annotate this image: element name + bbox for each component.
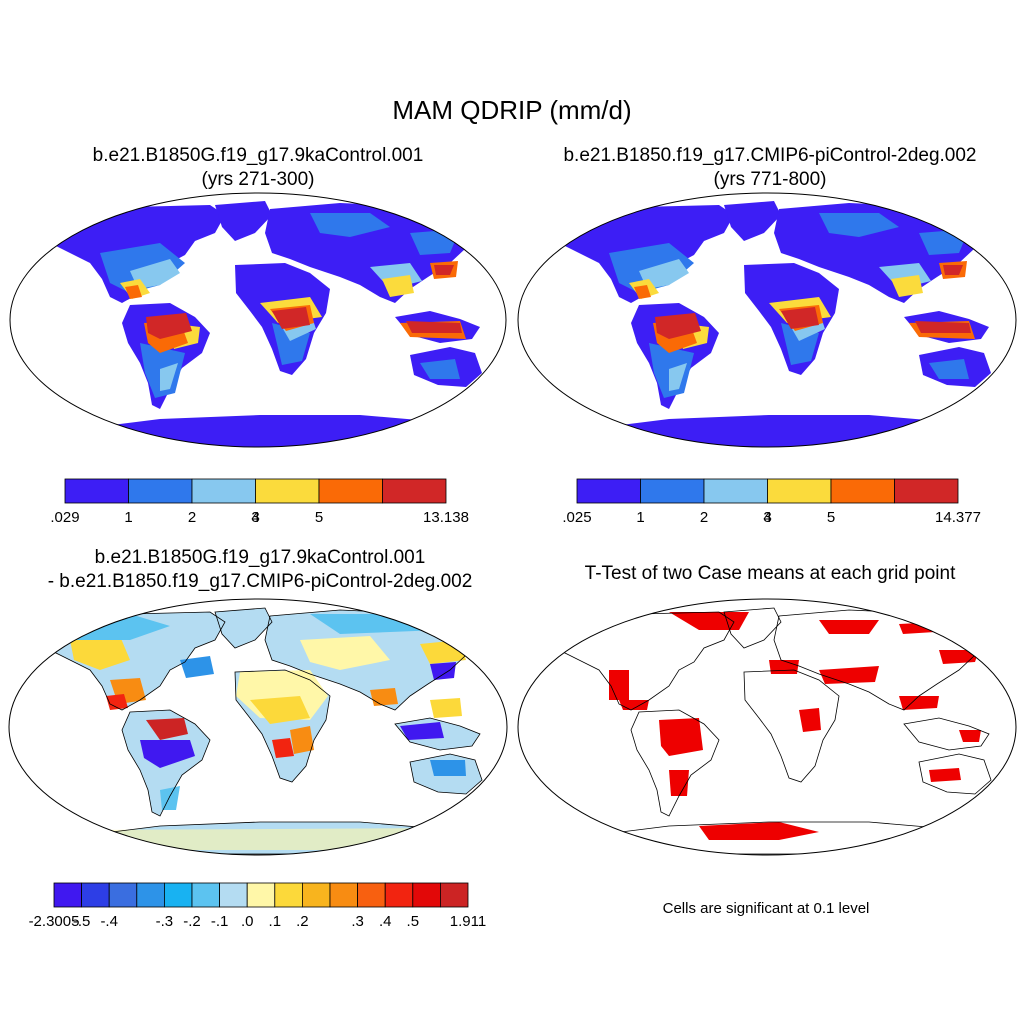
panel-difference-title-line1: b.e21.B1850G.f19_g17.9kaControl.001 — [94, 547, 426, 568]
panel-difference-title: b.e21.B1850G.f19_g17.9kaControl.001 - b.… — [0, 546, 520, 594]
colorbar-swatch — [163, 882, 193, 908]
colorbar-swatch — [53, 882, 83, 908]
colorbar-tick-label: .5 — [407, 913, 420, 930]
colorbar-tick-label: 14.377 — [935, 509, 981, 526]
colorbar-swatch — [108, 882, 138, 908]
colorbar-tick-label: 3 — [763, 509, 771, 526]
colorbar-tick-label: .4 — [379, 913, 392, 930]
colorbar-tick-label: .025 — [562, 509, 591, 526]
colorbar-swatch — [382, 478, 447, 504]
colorbar-case2: .025 1 2 34 5 14.377 — [562, 478, 981, 526]
colorbar-tick-label: 1.911 — [450, 913, 486, 930]
colorbar-tick-label: .3 — [351, 913, 364, 930]
colorbar-tick-label: 2 — [188, 509, 196, 526]
colorbar-tick-label: .029 — [50, 509, 79, 526]
colorbar-tick-label: -.2 — [183, 913, 201, 930]
colorbar-tick-label: 4 — [763, 509, 771, 526]
colorbar-case1: .029 1 2 34 5 13.138 — [50, 478, 469, 526]
colorbar-difference: -2.3005-.5 -.4 -.3 -.2 -.1 .0 .1 .2 .3 .4 .5 1.911 — [29, 882, 486, 930]
colorbar-swatch — [219, 882, 248, 908]
colorbar-swatch — [640, 478, 705, 504]
colorbar-swatch — [894, 478, 959, 504]
panel-case2-title-line2: (yrs 771-800) — [713, 169, 827, 190]
colorbar-tick-label: 2 — [700, 509, 708, 526]
colorbar-swatch — [412, 882, 441, 908]
colorbar-swatch — [439, 882, 469, 908]
panel-ttest-title: T-Test of two Case means at each grid po… — [584, 563, 956, 584]
colorbar-tick-label: -.5 — [73, 913, 91, 930]
colorbar-swatch — [246, 882, 276, 908]
colorbar-swatch — [274, 882, 303, 908]
colorbar-tick-label: -.1 — [211, 913, 229, 930]
colorbar-tick-label: 3 — [251, 509, 259, 526]
map-ttest — [517, 598, 1017, 856]
colorbar-tick-label: -.3 — [156, 913, 174, 930]
colorbar-swatch — [191, 882, 221, 908]
colorbar-swatch — [255, 478, 320, 504]
figure-title: MAM QDRIP (mm/d) — [392, 95, 632, 125]
colorbar-swatch — [128, 478, 193, 504]
colorbar-tick-label: 13.138 — [423, 509, 469, 526]
colorbar-swatch — [136, 882, 165, 908]
significance-note: Cells are significant at 0.1 level — [662, 900, 870, 917]
colorbar-swatch — [576, 478, 641, 504]
colorbar-swatch — [384, 882, 414, 908]
colorbar-swatch — [329, 882, 359, 908]
panel-case1-title-line1: b.e21.B1850G.f19_g17.9kaControl.001 — [92, 145, 424, 166]
colorbar-tick-label: 1 — [124, 509, 132, 526]
colorbar-swatch — [81, 882, 110, 908]
colorbar-tick-label: 5 — [315, 509, 323, 526]
colorbar-tick-label: -2.3005 — [29, 913, 80, 930]
colorbar-swatch — [830, 478, 895, 504]
colorbar-swatch — [301, 882, 331, 908]
colorbar-tick-label: -.4 — [100, 913, 118, 930]
colorbar-swatch — [357, 882, 386, 908]
map-case2 — [517, 192, 1017, 448]
colorbar-tick-label: .0 — [241, 913, 254, 930]
colorbar-swatch — [64, 478, 129, 504]
colorbar-swatch — [703, 478, 768, 504]
colorbar-tick-label: .1 — [269, 913, 282, 930]
map-difference — [8, 598, 508, 856]
colorbar-swatch — [318, 478, 383, 504]
panel-case1-title-line2: (yrs 271-300) — [201, 169, 315, 190]
colorbar-swatch — [191, 478, 256, 504]
panel-difference-title-line2: - b.e21.B1850.f19_g17.CMIP6-piControl-2d… — [47, 571, 473, 592]
map-case1 — [9, 192, 507, 448]
panel-case2-title: b.e21.B1850.f19_g17.CMIP6-piControl-2deg… — [518, 144, 1022, 192]
panel-case1-title: b.e21.B1850G.f19_g17.9kaControl.001 (yrs… — [8, 144, 508, 192]
colorbar-tick-label: 1 — [636, 509, 644, 526]
colorbar-swatch — [767, 478, 832, 504]
panel-case2-title-line1: b.e21.B1850.f19_g17.CMIP6-piControl-2deg… — [563, 145, 977, 166]
colorbar-tick-label: .2 — [296, 913, 309, 930]
colorbar-tick-label: 4 — [251, 509, 259, 526]
colorbar-tick-label: 5 — [827, 509, 835, 526]
